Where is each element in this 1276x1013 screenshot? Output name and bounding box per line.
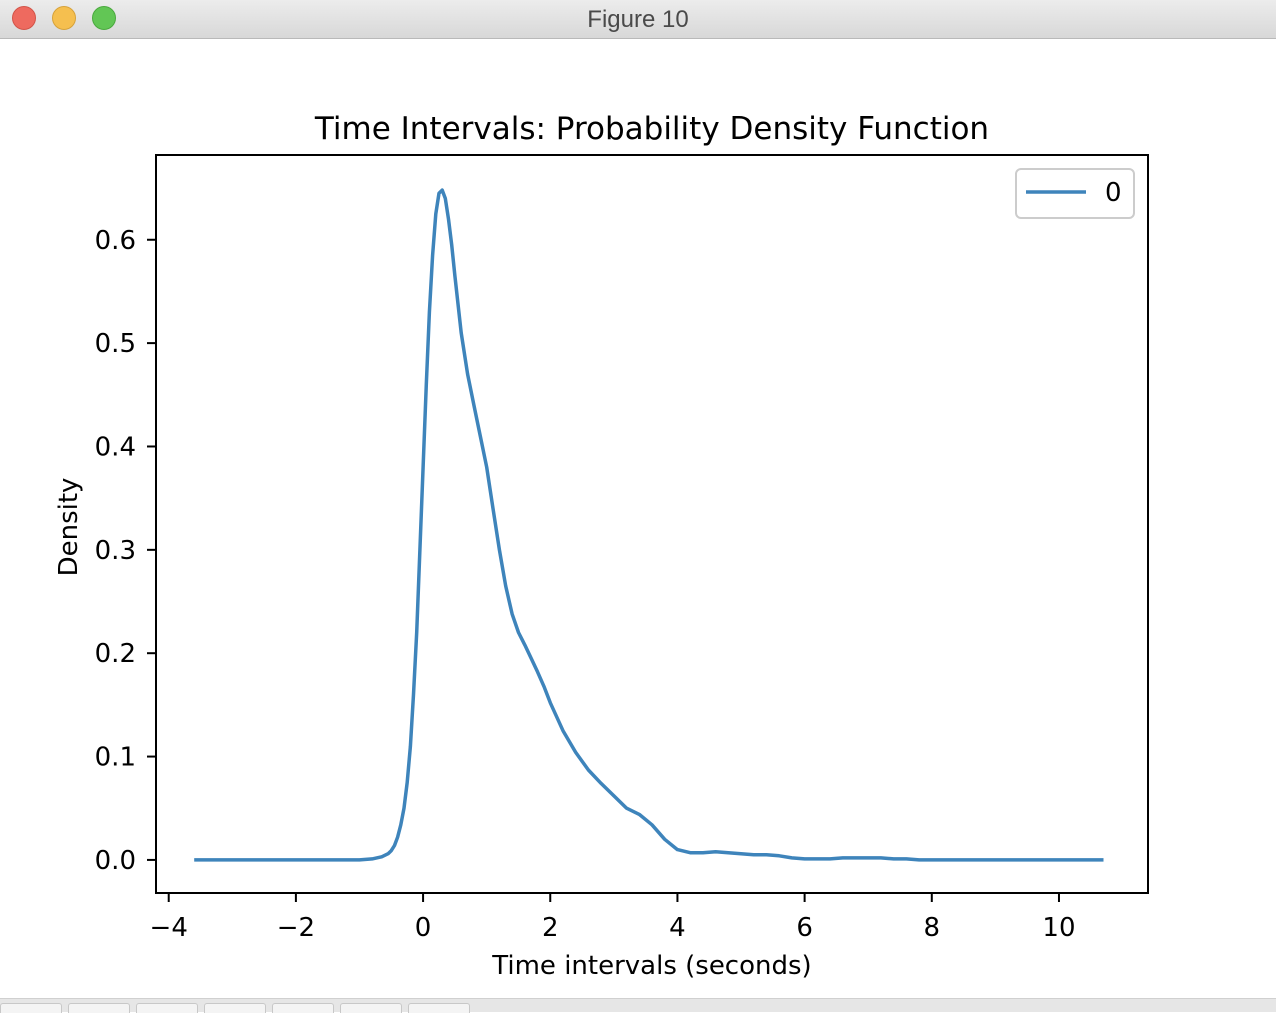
figure-toolbar [0, 998, 1276, 1013]
figure-canvas: Time Intervals: Probability Density Func… [0, 40, 1276, 998]
x-tick-label: 4 [669, 913, 686, 943]
window-title: Figure 10 [587, 6, 689, 33]
window-titlebar: Figure 10 [0, 0, 1276, 39]
y-axis-label: Density [54, 478, 84, 577]
x-tick-label: 6 [796, 913, 813, 943]
x-axis-ticks: −4 −2 0 2 4 6 8 10 [150, 893, 1076, 943]
y-tick-label: 0.3 [95, 536, 136, 566]
x-tick-label: 0 [415, 913, 432, 943]
x-tick-label: 8 [924, 913, 941, 943]
x-tick-label: 2 [542, 913, 559, 943]
toolbar-home-button[interactable] [0, 1003, 62, 1013]
chart-title: Time Intervals: Probability Density Func… [314, 111, 989, 147]
x-tick-label: −2 [277, 913, 315, 943]
y-tick-label: 0.0 [95, 846, 136, 876]
toolbar-pan-button[interactable] [204, 1003, 266, 1013]
y-tick-label: 0.1 [95, 743, 136, 773]
minimize-window-button[interactable] [52, 6, 76, 30]
maximize-window-button[interactable] [92, 6, 116, 30]
y-tick-label: 0.6 [95, 226, 136, 256]
x-axis-label: Time intervals (seconds) [491, 951, 811, 981]
series-line-0 [194, 188, 1104, 862]
y-tick-label: 0.5 [95, 329, 136, 359]
legend-label: 0 [1105, 178, 1122, 208]
y-axis-ticks: 0.0 0.1 0.2 0.3 0.4 0.5 0.6 [95, 226, 156, 876]
axes-frame [155, 154, 1149, 894]
toolbar-configure-button[interactable] [340, 1003, 402, 1013]
y-tick-label: 0.2 [95, 639, 136, 669]
toolbar-zoom-button[interactable] [272, 1003, 334, 1013]
toolbar-back-button[interactable] [68, 1003, 130, 1013]
legend: 0 [1015, 168, 1135, 219]
x-tick-label: −4 [150, 913, 188, 943]
plot-area [194, 188, 1104, 862]
toolbar-save-button[interactable] [408, 1003, 470, 1013]
x-tick-label: 10 [1042, 913, 1075, 943]
close-window-button[interactable] [12, 6, 36, 30]
y-tick-label: 0.4 [95, 432, 136, 462]
density-chart: Time Intervals: Probability Density Func… [54, 111, 1149, 981]
toolbar-forward-button[interactable] [136, 1003, 198, 1013]
